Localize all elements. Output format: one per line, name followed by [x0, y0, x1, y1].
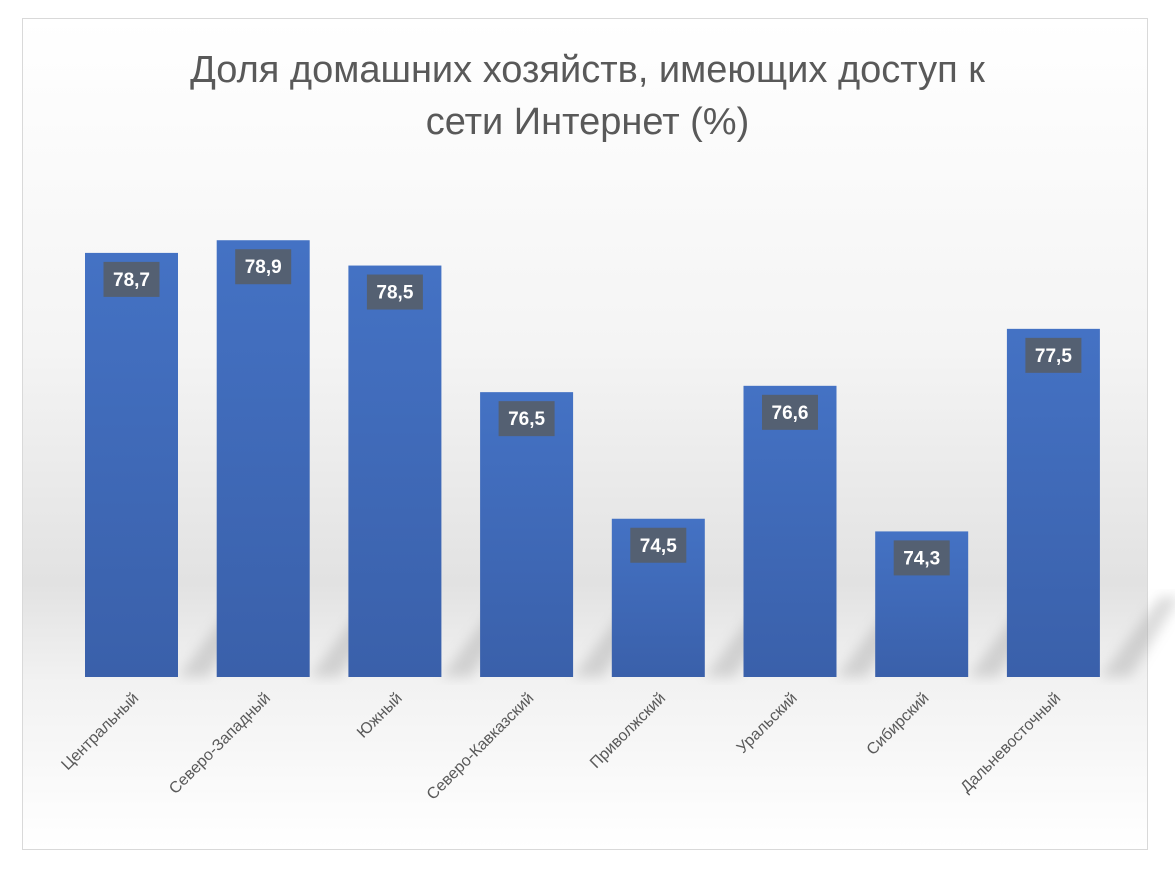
x-tick-label: Приволжский — [587, 690, 669, 772]
data-label-box — [498, 401, 555, 437]
chart-title-line-2: сети Интернет (%) — [425, 101, 750, 143]
bar — [348, 265, 442, 677]
x-tick-label: Северо-Кавказский — [424, 690, 538, 804]
x-tick-label: Сибирский — [864, 690, 933, 759]
data-label-box — [1025, 337, 1082, 373]
chart-title: Доля домашних хозяйств, имеющих доступ к… — [0, 44, 1175, 148]
bar — [743, 385, 837, 677]
bar — [480, 392, 574, 677]
data-label: 77,5 — [1035, 346, 1072, 367]
x-tick-label: Уральский — [734, 690, 801, 757]
data-label: 78,7 — [113, 270, 150, 291]
x-tick-label: Северо-Западный — [166, 690, 274, 798]
data-label: 76,5 — [508, 409, 545, 430]
bar — [216, 240, 310, 678]
data-label-box — [366, 274, 423, 310]
x-tick-label: Дальневосточный — [958, 690, 1065, 797]
data-label: 74,5 — [640, 536, 677, 557]
x-tick-label: Южный — [354, 690, 406, 742]
data-label-box — [630, 527, 687, 563]
chart-area — [22, 18, 1148, 850]
chart-title-line-1: Доля домашних хозяйств, имеющих доступ к — [190, 49, 985, 91]
data-label-box — [893, 540, 950, 576]
data-label-box — [235, 249, 292, 285]
bar — [1006, 328, 1100, 677]
data-label-box — [762, 394, 818, 430]
data-label: 74,3 — [903, 548, 940, 569]
data-label: 78,5 — [376, 283, 413, 304]
x-tick-label: Центральный — [58, 690, 142, 774]
data-label: 78,9 — [245, 257, 282, 278]
data-label: 76,6 — [772, 403, 809, 424]
bar — [85, 252, 178, 677]
data-label-box — [103, 261, 160, 297]
bar-shadow — [1099, 597, 1175, 677]
